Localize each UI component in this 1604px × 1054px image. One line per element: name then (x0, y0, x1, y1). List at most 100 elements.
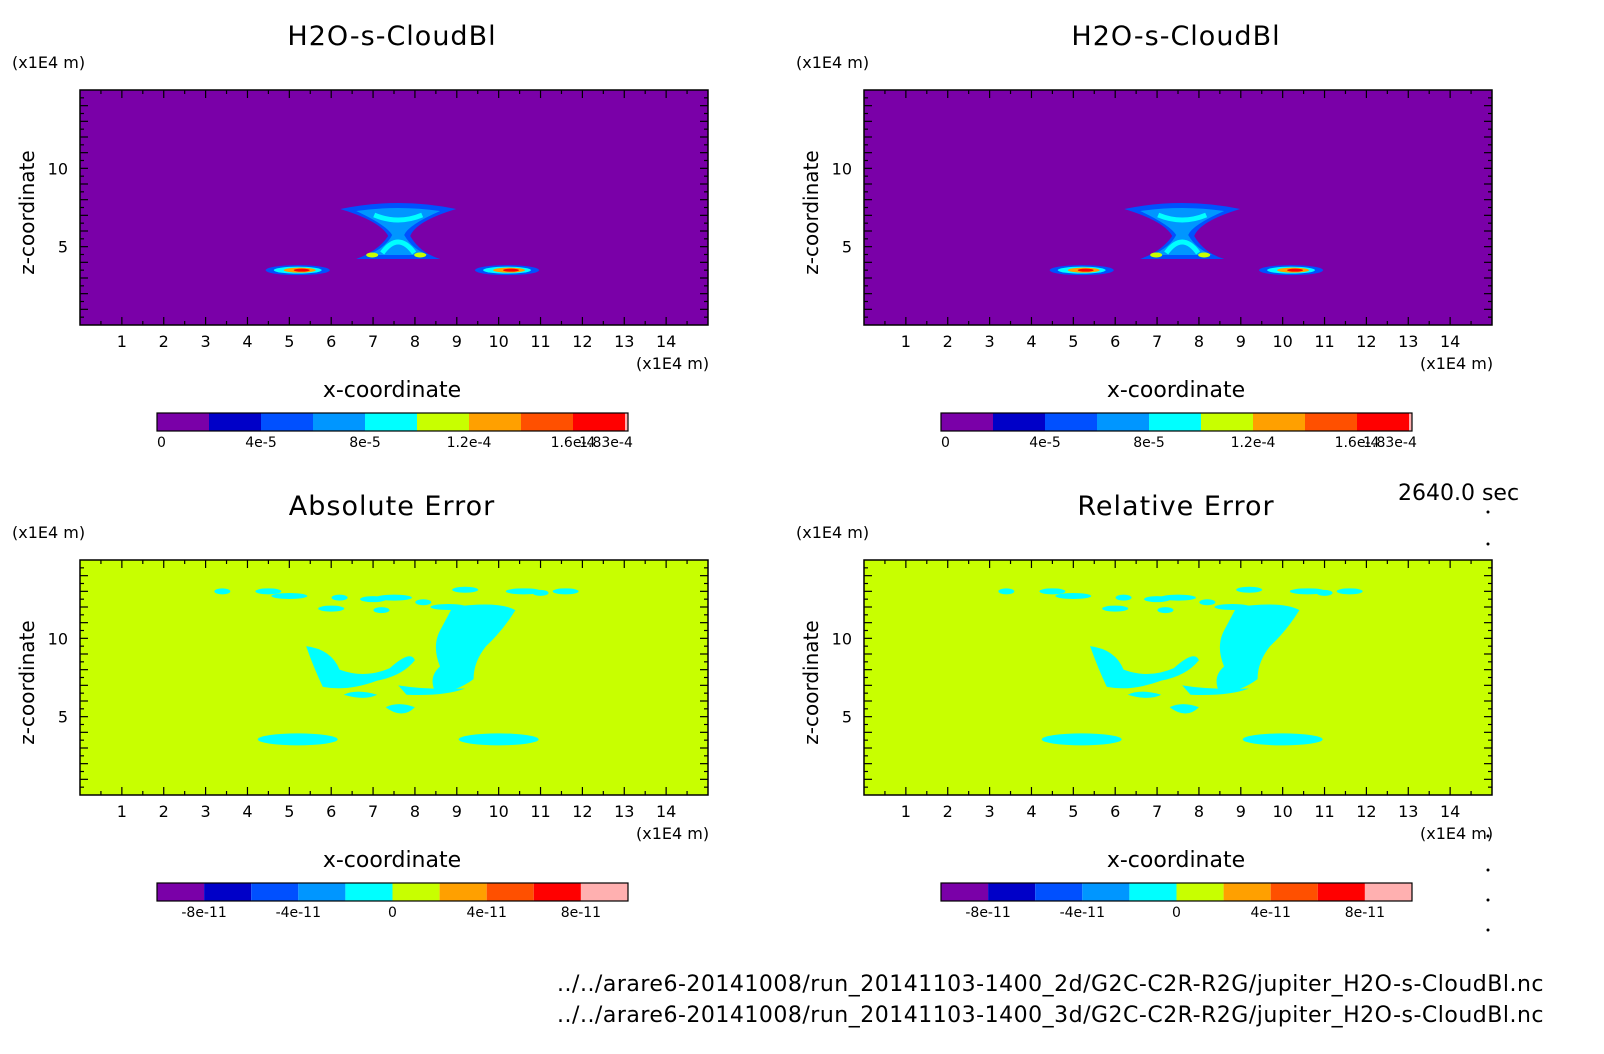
error-speck (318, 605, 345, 612)
error-speck (331, 594, 348, 601)
y-unit-label: (x1E4 m) (796, 523, 869, 542)
error-speck (1214, 604, 1251, 610)
y-axis-label: z-coordinate (15, 620, 39, 744)
colorbar-label: 8e-11 (561, 905, 601, 921)
x-tick-label: 3 (201, 332, 211, 351)
x-tick-label: 14 (656, 332, 676, 351)
chart-panel-2: H2O-s-CloudBl(x1E4 m)1 2 3 4 5 6 7 8 9 10 11 12 13 14… (796, 21, 1493, 451)
colorbar-swatch (1201, 413, 1253, 431)
colorbar: -8e-11 -4e-11 0 4e-11 8e-11 (156, 882, 629, 921)
error-region-left-layer (1041, 733, 1122, 746)
left-layer-core (1077, 268, 1094, 272)
left-layer-core (293, 268, 310, 272)
x-tick-label: 7 (1152, 802, 1162, 821)
colorbar-swatch (486, 883, 534, 901)
x-tick-label: 11 (1314, 332, 1334, 351)
error-speck (1316, 589, 1333, 596)
x-axis-label: x-coordinate (1107, 848, 1245, 873)
colorbar-label: -8e-11 (965, 905, 1010, 921)
error-speck (376, 594, 412, 601)
colorbar-label: 1.6e-4 (551, 435, 596, 451)
cloud-x-mid (356, 208, 441, 255)
colorbar-label: -8e-11 (181, 905, 226, 921)
y-tick-label: 5 (842, 238, 852, 257)
error-speck (1336, 588, 1363, 595)
chart-title: H2O-s-CloudBl (287, 21, 496, 52)
x-tick-label: 10 (1272, 332, 1292, 351)
axis-ticks (864, 90, 1492, 325)
footer-file-path-3d: ../../arare6-20141008/run_20141103-1400_… (557, 1003, 1544, 1028)
error-speck (998, 588, 1015, 595)
right-layer-core (1287, 268, 1304, 272)
colorbar-swatch (204, 883, 252, 901)
error-speck (1157, 607, 1174, 614)
x-tick-label: 1 (117, 332, 127, 351)
x-unit-label: (x1E4 m) (636, 354, 709, 373)
x-tick-label: 13 (614, 802, 634, 821)
colorbar-label: 8e-11 (1345, 905, 1385, 921)
colorbar-label: 4e-5 (1029, 435, 1060, 451)
x-tick-label: 2 (159, 332, 169, 351)
colorbar-swatch (157, 413, 209, 431)
colorbar-frame (940, 412, 1413, 432)
colorbar-swatch (469, 413, 521, 431)
colorbar-swatch (1176, 883, 1224, 901)
colorbar-label: 1.83e-4 (1363, 435, 1417, 451)
colorbar-swatch (157, 883, 205, 901)
colorbar: -8e-11 -4e-11 0 4e-11 8e-11 (940, 882, 1413, 921)
error-speck (255, 588, 282, 595)
colorbar-label: 4e-11 (1251, 905, 1291, 921)
colorbar-swatch (941, 883, 989, 901)
y-tick-label: 10 (832, 629, 852, 648)
colorbar-swatch (580, 883, 628, 901)
colorbar-swatch (1223, 883, 1271, 901)
edge-dot (1486, 510, 1490, 514)
colorbar-frame (940, 882, 1413, 902)
y-tick-label: 5 (842, 708, 852, 727)
colorbar-label: 0 (157, 435, 166, 451)
y-tick-label: 5 (58, 238, 68, 257)
chart-title: H2O-s-CloudBl (1071, 21, 1280, 52)
time-label: 2640.0 sec (1398, 481, 1520, 506)
x-tick-label: 12 (1356, 332, 1376, 351)
error-region-blob (385, 704, 415, 714)
colorbar-label: 8e-5 (1133, 435, 1164, 451)
axis-ticks (80, 90, 708, 325)
data-features (1049, 203, 1324, 276)
error-speck (1115, 594, 1132, 601)
error-region-band (1182, 685, 1250, 695)
x-tick-label: 7 (368, 332, 378, 351)
error-region-right-layer (1242, 733, 1323, 746)
colorbar-swatch (439, 883, 487, 901)
colorbar-swatch (1097, 413, 1149, 431)
colorbar-swatch (261, 413, 313, 431)
colorbar-swatch (1317, 883, 1365, 901)
error-speck (214, 588, 231, 595)
cloud-x-core (1157, 212, 1208, 255)
error-region-center (1090, 646, 1199, 689)
error-region-upper-right (1216, 604, 1300, 694)
x-tick-label: 9 (1236, 332, 1246, 351)
x-tick-label: 4 (1026, 802, 1036, 821)
colorbar-label: 8e-5 (349, 435, 380, 451)
x-tick-label: 3 (985, 802, 995, 821)
x-tick-label: 11 (530, 332, 550, 351)
x-tick-label: 12 (572, 332, 592, 351)
colorbar-label: 1.2e-4 (447, 435, 492, 451)
colorbar-frame (156, 882, 629, 902)
x-tick-label: 3 (201, 802, 211, 821)
y-tick-label: 10 (832, 159, 852, 178)
x-tick-label: 6 (1110, 332, 1120, 351)
data-features (265, 203, 540, 276)
colorbar-swatch (1364, 883, 1412, 901)
x-tick-label: 6 (326, 802, 336, 821)
cloud-x-core (373, 212, 424, 255)
x-tick-label: 11 (1314, 802, 1334, 821)
chart-title: Absolute Error (289, 491, 495, 522)
error-speck (373, 607, 390, 614)
chart-panel-1: H2O-s-CloudBl(x1E4 m)1 2 3 4 5 6 7 8 9 10 11 12 13 14… (12, 21, 709, 451)
error-region-upper-right (432, 604, 516, 694)
colorbar-label: 4e-11 (467, 905, 507, 921)
axis-ticks (864, 560, 1492, 795)
cloud-x-core-spot (414, 252, 427, 258)
